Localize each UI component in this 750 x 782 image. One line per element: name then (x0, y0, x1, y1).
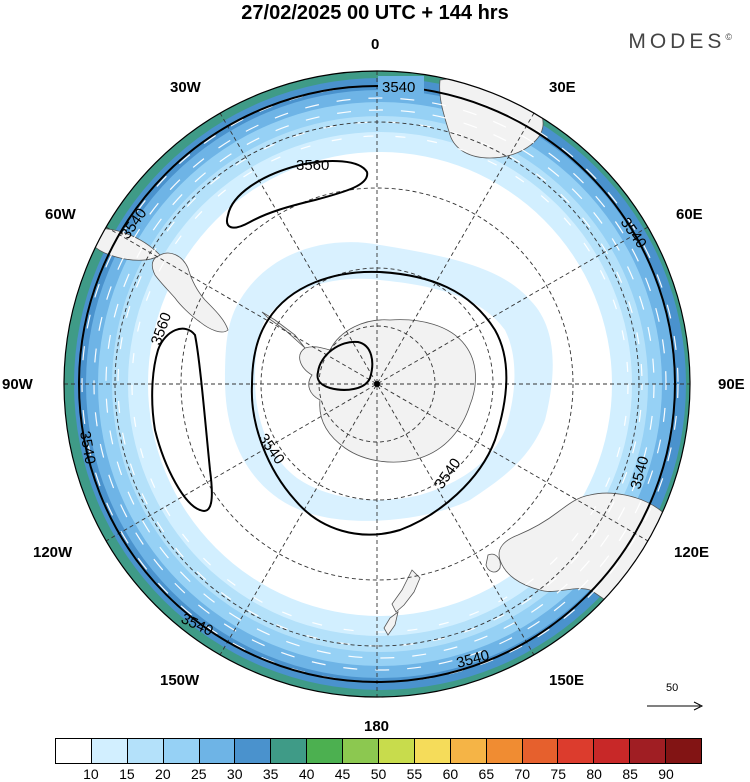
colorbar-swatch (307, 739, 344, 763)
copyright-mark: © (725, 32, 732, 42)
colorbar-tick-label: 80 (586, 766, 602, 782)
south-america-land (151, 252, 229, 333)
colorbar-ticks: 10 15 20 25 30 35 40 45 50 55 60 65 70 75 80 85 90 (55, 766, 702, 782)
south-pole-marker (374, 381, 380, 387)
colorbar-swatch (343, 739, 380, 763)
height-contours (78, 85, 676, 683)
map-title: 27/02/2025 00 UTC + 144 hrs (241, 2, 509, 24)
colorbar-tick-label: 30 (226, 766, 243, 782)
colorbar-tick-label: 45 (334, 766, 351, 782)
lon-label-90e: 90E (718, 376, 745, 393)
lon-label-60w: 60W (45, 206, 76, 223)
reference-wind-label: 50 (666, 682, 679, 694)
colorbar-tick-label: 15 (119, 766, 135, 782)
contour-label: 3560 (296, 157, 329, 174)
lon-label-150w: 150W (160, 672, 200, 689)
lon-label-60e: 60E (676, 206, 703, 223)
antarctic-peninsula (261, 311, 306, 349)
contour-label: 3540 (382, 79, 415, 96)
lon-label-90w: 90W (2, 376, 33, 393)
colorbar-swatch (450, 739, 487, 763)
colorbar-tick-label: 35 (262, 766, 279, 782)
lon-label-30e: 30E (549, 79, 576, 96)
lon-label-0: 0 (371, 36, 380, 53)
colorbar-swatch (594, 739, 631, 763)
colorbar-tick-label: 25 (190, 766, 207, 782)
colorbar-tick-label: 40 (298, 766, 315, 782)
brand-text: MODES (628, 30, 726, 53)
lon-label-120e: 120E (674, 544, 710, 561)
map-disk: 3540 3560 3560 3540 3540 3540 3540 3540 … (64, 71, 690, 697)
colorbar-swatch (666, 739, 702, 763)
brand-logo: MODES© (628, 30, 732, 54)
tasmania-land (485, 553, 501, 573)
colorbar-swatch (522, 739, 559, 763)
colorbar (55, 738, 702, 764)
colorbar-tick-label: 85 (622, 766, 638, 782)
colorbar-tick-label: 70 (514, 766, 531, 782)
colorbar-swatch (630, 739, 667, 763)
colorbar-tick-label: 50 (370, 766, 387, 782)
colorbar-swatch (91, 739, 128, 763)
map-border (63, 70, 691, 698)
colorbar-swatch (414, 739, 451, 763)
colorbar-tick-label: 60 (442, 766, 459, 782)
lon-label-30w: 30W (170, 79, 201, 96)
colorbar-swatch (271, 739, 308, 763)
colorbar-tick-label: 65 (478, 766, 495, 782)
lon-label-150e: 150E (549, 672, 585, 689)
colorbar-swatch (558, 739, 595, 763)
colorbar-tick-label: 75 (550, 766, 567, 782)
colorbar-tick-label: 55 (406, 766, 423, 782)
contour-label: 3540 (76, 430, 99, 466)
lon-label-180: 180 (364, 718, 390, 735)
reference-arrow-head (693, 701, 704, 711)
antarctica-land (299, 319, 476, 463)
colorbar-tick-label: 90 (658, 766, 674, 782)
colorbar-swatch (486, 739, 523, 763)
colorbar-tick-label: 10 (83, 766, 99, 782)
label-bg (378, 76, 424, 96)
colorbar-swatch (379, 739, 415, 763)
colorbar-swatch (127, 739, 164, 763)
colorbar-swatch (199, 739, 236, 763)
graticule (64, 71, 690, 697)
new-zealand-north (383, 611, 399, 636)
colorbar-swatch (56, 739, 92, 763)
new-zealand-south (391, 569, 421, 613)
colorbar-swatch (163, 739, 200, 763)
colorbar-tick-label: 20 (155, 766, 171, 782)
colorbar-swatch (235, 739, 272, 763)
lon-label-120w: 120W (33, 544, 73, 561)
